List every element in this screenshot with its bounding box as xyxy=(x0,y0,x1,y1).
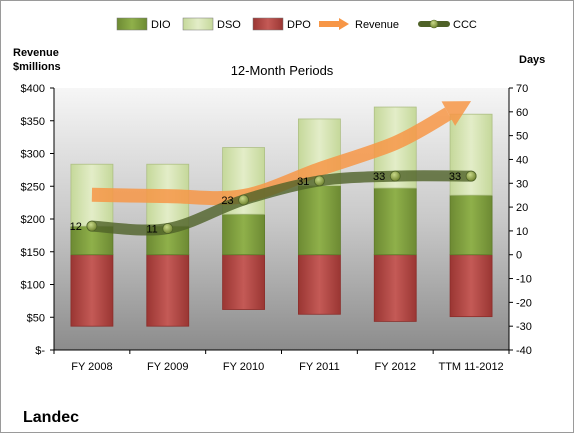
legend: DIO DSO DPO Revenue CCC xyxy=(116,17,477,31)
legend-dso-swatch xyxy=(182,17,214,31)
ccc-data-label: 11 xyxy=(146,224,157,236)
dso-bar xyxy=(449,113,493,196)
right-tick-label: -20 xyxy=(516,297,532,309)
right-tick-label: 40 xyxy=(516,154,528,166)
ccc-point xyxy=(162,223,174,234)
ccc-point xyxy=(389,170,401,182)
dpo-bar xyxy=(449,254,493,318)
right-tick-label: 0 xyxy=(516,250,522,262)
company-name: Landec xyxy=(23,409,79,426)
legend-label-dio: DIO xyxy=(151,19,171,31)
dpo-bar xyxy=(222,254,265,310)
dpo-bar xyxy=(70,254,114,327)
legend-label-revenue: Revenue xyxy=(355,19,399,31)
x-tick-label: FY 2008 xyxy=(71,361,112,373)
left-tick-label: $250 xyxy=(21,181,45,193)
ccc-data-label: 33 xyxy=(373,171,385,183)
lines: 12 11 23 31 33 33 xyxy=(70,101,477,236)
right-tick-label: 10 xyxy=(516,226,528,238)
right-axis-label: Days xyxy=(519,54,545,66)
left-tick-label: $200 xyxy=(21,214,45,226)
ccc-line xyxy=(86,170,477,236)
right-tick-label: 30 xyxy=(516,178,528,190)
ccc-data-label: 12 xyxy=(70,221,82,233)
right-tick-label: 50 xyxy=(516,131,528,143)
legend-ccc-dot xyxy=(429,19,439,29)
x-tick-label: FY 2010 xyxy=(223,361,264,373)
revenue-arrowhead xyxy=(441,101,472,126)
ccc-point xyxy=(238,194,249,206)
ccc-data-label: 31 xyxy=(297,176,309,188)
dpo-bar xyxy=(146,254,190,327)
ccc-point xyxy=(86,220,98,232)
axes: $- $50 $100 $150 $200 $250 $300 $350 $400 -40 -30 -… xyxy=(21,83,532,373)
ccc-data-label: 33 xyxy=(449,171,461,183)
left-tick-label: $400 xyxy=(21,83,45,95)
x-tick-label: FY 2012 xyxy=(375,361,416,373)
left-tick-label: $- xyxy=(35,345,45,357)
right-tick-label: 60 xyxy=(516,107,528,119)
legend-dio-swatch xyxy=(116,17,148,31)
right-tick-label: 20 xyxy=(516,202,528,214)
left-tick-label: $100 xyxy=(21,280,45,292)
legend-label-ccc: CCC xyxy=(453,19,477,31)
x-tick-label: FY 2009 xyxy=(147,361,188,373)
left-tick-label: $50 xyxy=(27,312,45,324)
left-tick-label: $350 xyxy=(21,116,45,128)
ccc-data-label: 23 xyxy=(221,195,233,207)
ccc-point xyxy=(314,175,325,187)
x-tick-label: FY 2011 xyxy=(299,361,340,373)
legend-label-dso: DSO xyxy=(217,19,241,31)
left-axis-label-line1: Revenue xyxy=(13,47,59,59)
right-tick-label: -40 xyxy=(516,345,532,357)
dpo-bar xyxy=(298,254,341,315)
dio-bar xyxy=(449,194,493,256)
dpo-bar xyxy=(373,254,417,322)
x-tick-label: TTM 11-2012 xyxy=(438,361,503,373)
dio-bar xyxy=(222,213,265,256)
plot-area xyxy=(54,88,509,350)
dio-bar xyxy=(373,187,417,256)
legend-dpo-swatch xyxy=(252,17,284,31)
left-tick-label: $150 xyxy=(21,247,45,259)
left-axis-label-line2: $millions xyxy=(13,61,61,73)
ccc-point xyxy=(465,170,477,182)
chart-title: 12-Month Periods xyxy=(231,63,334,78)
right-tick-label: -30 xyxy=(516,321,532,333)
dio-bar xyxy=(298,185,341,256)
right-tick-label: 70 xyxy=(516,83,528,95)
left-tick-label: $300 xyxy=(21,149,45,161)
right-tick-label: -10 xyxy=(516,274,532,286)
legend-label-dpo: DPO xyxy=(287,19,311,31)
legend-revenue-arrow xyxy=(339,18,349,30)
